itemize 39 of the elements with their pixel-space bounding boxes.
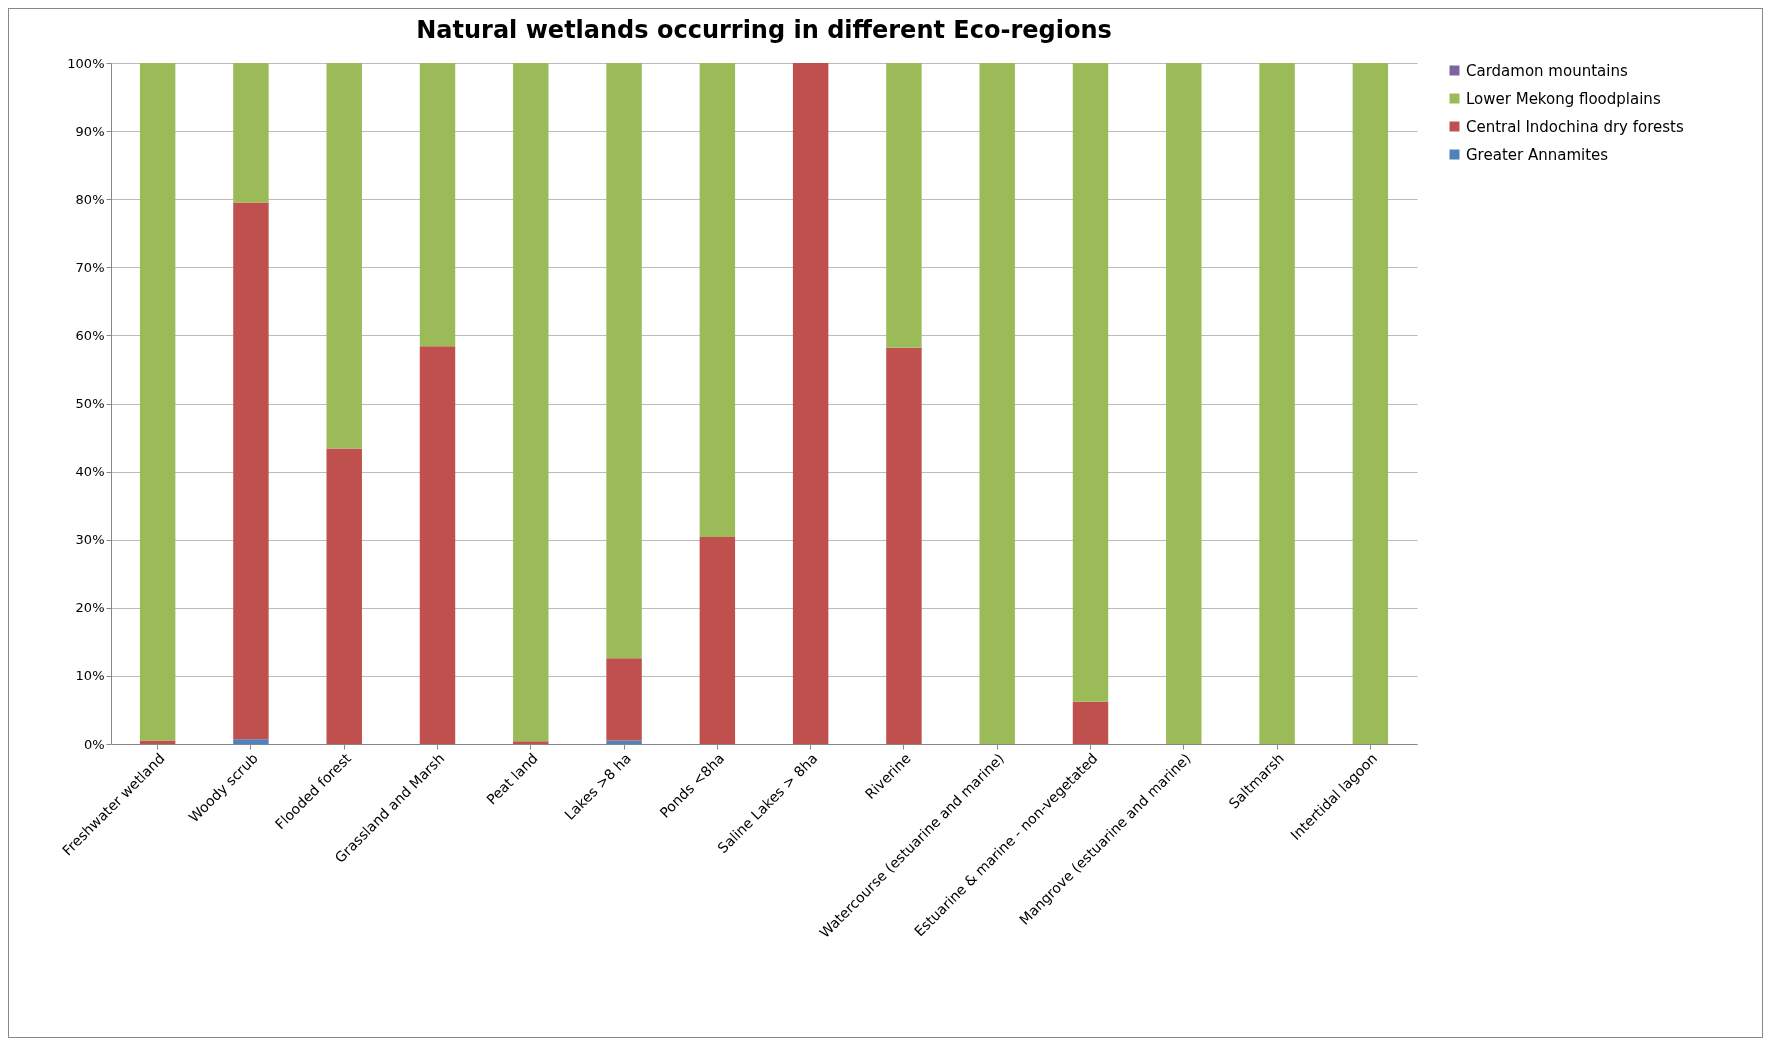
bar bbox=[326, 63, 362, 449]
bar bbox=[1072, 63, 1109, 702]
bar bbox=[1166, 63, 1202, 744]
bar bbox=[419, 63, 456, 347]
y-tick-label: 50% bbox=[75, 396, 105, 411]
y-tick-label: 80% bbox=[75, 191, 105, 207]
y-tick-label: 40% bbox=[75, 464, 105, 480]
bar bbox=[513, 63, 549, 742]
bar bbox=[233, 739, 269, 744]
y-tick-label: 10% bbox=[75, 668, 105, 684]
bar bbox=[233, 63, 269, 203]
y-tick-label: 60% bbox=[75, 327, 105, 343]
bar bbox=[1352, 63, 1389, 744]
bar bbox=[979, 63, 1015, 744]
bar bbox=[699, 63, 736, 537]
bar bbox=[419, 346, 456, 744]
bar bbox=[886, 347, 922, 744]
bar bbox=[792, 63, 829, 744]
bar bbox=[606, 63, 642, 659]
legend-label: Lower Mekong floodplains bbox=[1466, 89, 1661, 108]
y-tick-label: 20% bbox=[75, 600, 105, 616]
bar bbox=[1072, 701, 1109, 744]
bar bbox=[699, 536, 736, 744]
bar bbox=[886, 63, 922, 348]
bar bbox=[139, 63, 176, 741]
y-tick-label: 90% bbox=[75, 123, 105, 139]
legend-label: Central Indochina dry forests bbox=[1466, 117, 1684, 136]
bar bbox=[1259, 63, 1295, 744]
legend-label: Cardamon mountains bbox=[1466, 61, 1628, 80]
bar bbox=[233, 202, 269, 740]
legend-label: Greater Annamites bbox=[1466, 145, 1609, 164]
bar bbox=[513, 741, 549, 744]
y-tick-label: 70% bbox=[75, 259, 105, 275]
y-tick-label: 30% bbox=[75, 532, 105, 548]
y-tick-label: 100% bbox=[67, 55, 105, 71]
bar bbox=[326, 448, 362, 744]
chart-title: Natural wetlands occurring in different Eco-regions bbox=[416, 16, 1112, 44]
bar bbox=[606, 658, 642, 741]
y-tick-label: 0% bbox=[83, 736, 105, 752]
